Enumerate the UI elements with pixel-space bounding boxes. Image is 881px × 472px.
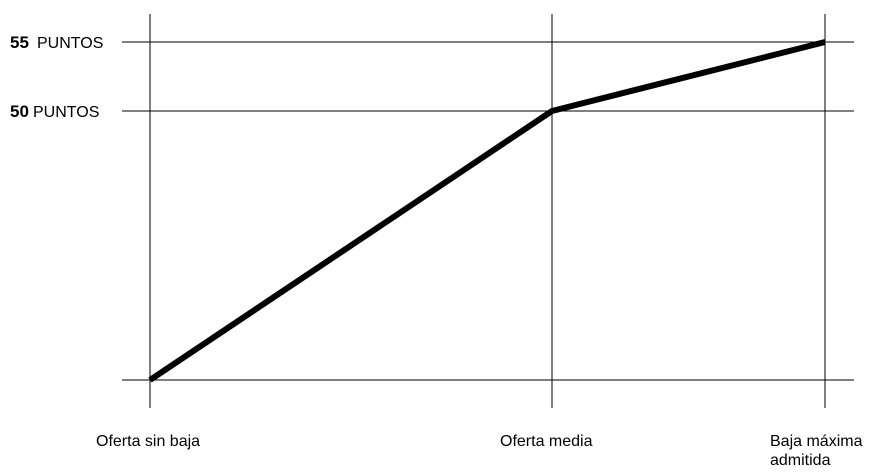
- y-tick-number: 50: [10, 102, 29, 121]
- y-tick-label-50: 50 PUNTOS: [10, 102, 99, 121]
- y-tick-unit: PUNTOS: [37, 35, 103, 52]
- x-tick-label-line: admitida: [770, 452, 831, 469]
- x-tick-label-2: Oferta media: [500, 433, 593, 450]
- x-tick-label-1: Oferta sin baja: [96, 433, 200, 450]
- x-tick-label-line: Baja máxima: [770, 433, 863, 450]
- x-tick-label-3: Baja máxima admitida: [770, 433, 863, 469]
- grid: [122, 14, 854, 408]
- y-tick-label-55: 55 PUNTOS: [10, 33, 103, 52]
- x-tick-label-line: Oferta media: [500, 433, 593, 450]
- y-tick-unit: PUNTOS: [33, 104, 99, 121]
- series-line-1: [148, 39, 826, 383]
- y-tick-number: 55: [10, 33, 29, 52]
- x-tick-label-line: Oferta sin baja: [96, 433, 200, 450]
- series-layer: [148, 39, 826, 383]
- x-axis-tick-labels: Oferta sin baja Oferta media Baja máxima ad…: [96, 433, 863, 469]
